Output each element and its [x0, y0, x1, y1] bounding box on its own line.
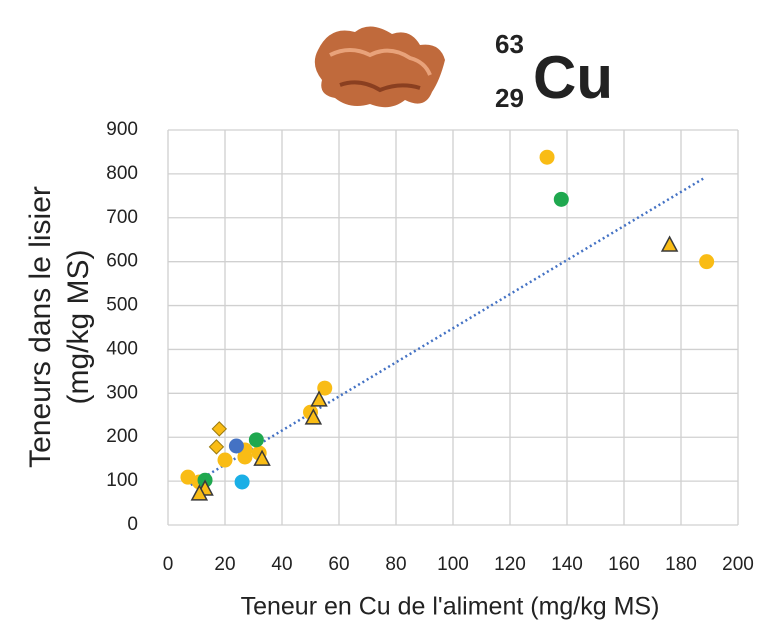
y-tick-label: 0: [127, 514, 138, 535]
x-tick-label: 0: [163, 554, 174, 575]
trendline: [191, 178, 704, 485]
x-tick-label: 160: [608, 554, 640, 575]
y-axis-label: Teneurs dans le lisier: [24, 186, 57, 468]
x-tick-label: 40: [271, 554, 292, 575]
y-tick-label: 400: [106, 338, 138, 359]
point: [249, 432, 264, 447]
point: [540, 150, 555, 165]
element-symbol: Cu: [533, 44, 613, 111]
point: [218, 453, 233, 468]
y-tick-label: 900: [106, 119, 138, 140]
copper-nugget: [315, 26, 445, 107]
y-tick-label: 100: [106, 470, 138, 491]
y-tick-label: 800: [106, 163, 138, 184]
atomic-number: 29: [495, 83, 524, 113]
x-tick-label: 140: [551, 554, 583, 575]
x-tick-label: 100: [437, 554, 469, 575]
x-axis-label: Teneur en Cu de l'aliment (mg/kg MS): [241, 593, 660, 621]
y-axis-label: (mg/kg MS): [62, 249, 95, 404]
point: [229, 439, 244, 454]
mass-number: 63: [495, 29, 524, 59]
point: [662, 237, 677, 251]
point: [554, 192, 569, 207]
page: 63 29 Cu Teneur en Cu de l'aliment (mg/k…: [0, 0, 769, 625]
point: [699, 254, 714, 269]
point: [212, 422, 226, 436]
x-tick-label: 200: [722, 554, 754, 575]
point: [209, 440, 223, 454]
x-tick-label: 80: [385, 554, 406, 575]
y-tick-label: 700: [106, 207, 138, 228]
x-tick-label: 60: [328, 554, 349, 575]
point: [235, 474, 250, 489]
y-tick-label: 600: [106, 251, 138, 272]
y-tick-label: 500: [106, 295, 138, 316]
x-tick-label: 120: [494, 554, 526, 575]
y-tick-label: 200: [106, 426, 138, 447]
x-tick-label: 180: [665, 554, 697, 575]
y-tick-label: 300: [106, 382, 138, 403]
x-tick-label: 20: [214, 554, 235, 575]
